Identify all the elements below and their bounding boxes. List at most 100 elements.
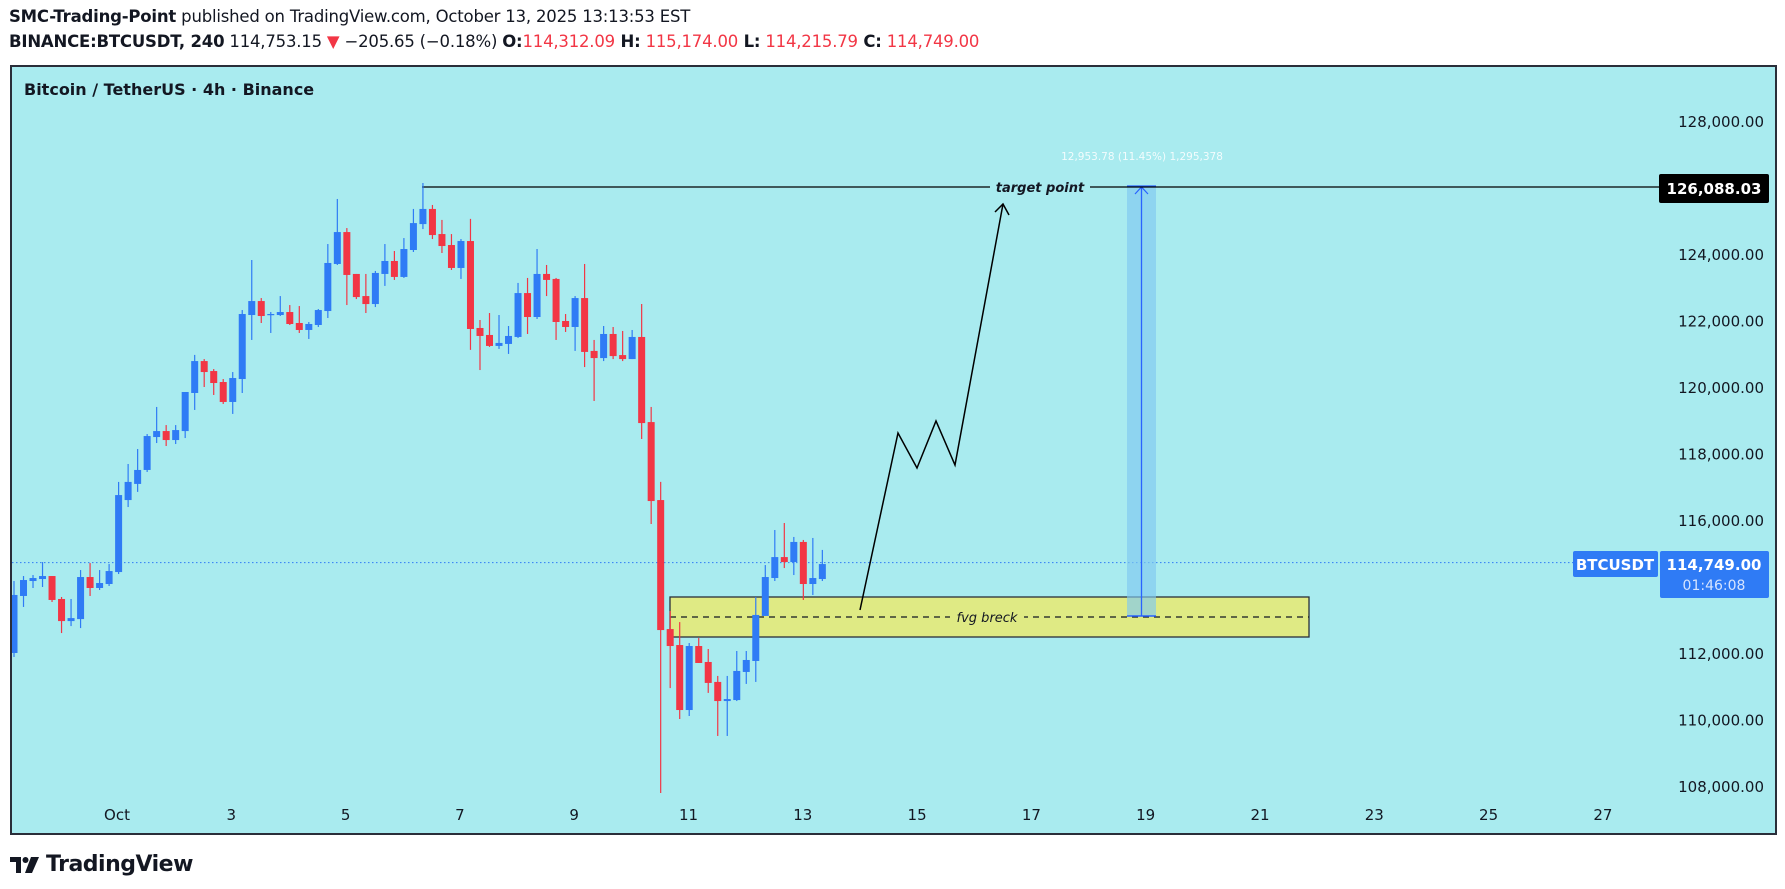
candle-body [495, 342, 503, 346]
low-value: 114,215.79 [765, 32, 858, 51]
candle-body [799, 541, 807, 585]
tradingview-logo[interactable]: TradingView [10, 852, 193, 877]
candle-body [86, 577, 94, 588]
candle-body [191, 361, 199, 393]
target-price-label: 126,088.03 [1667, 180, 1762, 198]
candle-body [29, 578, 37, 582]
candle-body [676, 645, 684, 711]
candle-body [20, 580, 28, 596]
candle-body [305, 323, 313, 330]
candle-body [248, 301, 256, 316]
candle-body [619, 355, 627, 360]
time-axis[interactable]: Oct 3 5 7 9 11 13 15 17 19 21 23 25 27 [104, 806, 1612, 824]
chart-panel[interactable]: fvg breck 12,953.78 (11.45%) 1,295,378 t… [10, 65, 1777, 835]
candle-body [333, 232, 341, 264]
publish-info: SMC-Trading-Point published on TradingVi… [9, 7, 690, 26]
candle-body [818, 564, 826, 580]
candle-body [400, 249, 408, 277]
candle-body [153, 431, 161, 438]
time-tick: 7 [455, 806, 465, 824]
candle-body [695, 646, 703, 663]
time-tick: 11 [679, 806, 698, 824]
price-tick: 122,000.00 [1678, 313, 1764, 331]
candle-body [200, 361, 208, 373]
candle-body [505, 335, 513, 344]
close-label: C: [857, 32, 882, 51]
fvg-label: fvg breck [957, 611, 1018, 626]
price-change: −205.65 (−0.18%) [339, 32, 503, 51]
open-value: 114,312.09 [522, 32, 615, 51]
candle-body [438, 234, 446, 247]
candle-body [96, 583, 104, 588]
symbol-interval: BINANCE:BTCUSDT, 240 [9, 32, 225, 51]
symbol-ohlc-bar: BINANCE:BTCUSDT, 240 114,753.15 ▼ −205.6… [9, 32, 979, 51]
candle-body [229, 378, 237, 402]
time-tick: 17 [1022, 806, 1041, 824]
candle-body [124, 481, 132, 501]
candle-body [543, 273, 551, 280]
candle-body [562, 321, 570, 327]
candle-body [115, 495, 123, 573]
fvg-label-bg [950, 607, 1024, 627]
candle-body [39, 576, 47, 580]
last-price: 114,753.15 [224, 32, 327, 51]
candle-body [771, 557, 779, 579]
candle-body [628, 336, 636, 360]
candle-body [295, 322, 303, 330]
candle-body [371, 272, 379, 305]
candle-body [48, 576, 56, 600]
candle-body [685, 646, 693, 711]
candle-body [390, 260, 398, 277]
low-label: L: [738, 32, 761, 51]
candle-body [172, 430, 180, 441]
open-label: O: [502, 32, 523, 51]
candle-body [466, 241, 474, 329]
candle-body [134, 469, 142, 484]
time-tick: 13 [793, 806, 812, 824]
price-chart[interactable]: fvg breck 12,953.78 (11.45%) 1,295,378 t… [12, 67, 1775, 833]
candle-body [714, 681, 722, 702]
candle-body [752, 614, 760, 661]
candle-body [105, 571, 113, 585]
candle-body [219, 382, 227, 402]
candle-body [552, 278, 560, 322]
tradingview-logo-icon [10, 856, 39, 873]
candle-body [647, 422, 655, 502]
candle-body [666, 629, 674, 647]
price-tick: 124,000.00 [1678, 246, 1764, 264]
candle-body [657, 500, 665, 631]
time-tick: 3 [227, 806, 237, 824]
time-tick: 27 [1593, 806, 1612, 824]
price-tick: 128,000.00 [1678, 113, 1764, 131]
author-name[interactable]: SMC-Trading-Point [9, 7, 177, 26]
symbol-badge-label: BTCUSDT [1576, 556, 1655, 574]
candle-body [742, 659, 750, 672]
triangle-down-icon: ▼ [326, 32, 340, 51]
candle-body [352, 273, 360, 298]
price-axis[interactable]: 128,000.00 124,000.00 122,000.00 120,000.00… [1678, 113, 1764, 796]
measure-text: 12,953.78 (11.45%) 1,295,378 [1061, 151, 1223, 163]
bar-countdown: 01:46:08 [1683, 578, 1746, 594]
candle-body [609, 333, 617, 357]
candle-body [143, 436, 151, 470]
projection-path[interactable] [859, 203, 1004, 611]
price-tick: 120,000.00 [1678, 379, 1764, 397]
candle-body [428, 208, 436, 236]
time-tick: 15 [908, 806, 927, 824]
candle-body [343, 232, 351, 275]
candle-body [486, 334, 493, 346]
candle-body [533, 273, 541, 318]
current-price-badge [1660, 551, 1769, 598]
candle-body [581, 298, 589, 352]
candle-body [238, 314, 246, 380]
candle-body [314, 310, 322, 325]
time-tick: 21 [1250, 806, 1269, 824]
target-price-badge [1659, 174, 1769, 203]
price-tick: 116,000.00 [1678, 512, 1764, 530]
brand-name: TradingView [46, 852, 193, 877]
chart-title: Bitcoin / TetherUS · 4h · Binance [24, 80, 315, 99]
candle-body [704, 661, 712, 683]
arrow-head-icon [994, 202, 1010, 216]
candle-body [590, 350, 598, 359]
time-tick: 23 [1365, 806, 1384, 824]
